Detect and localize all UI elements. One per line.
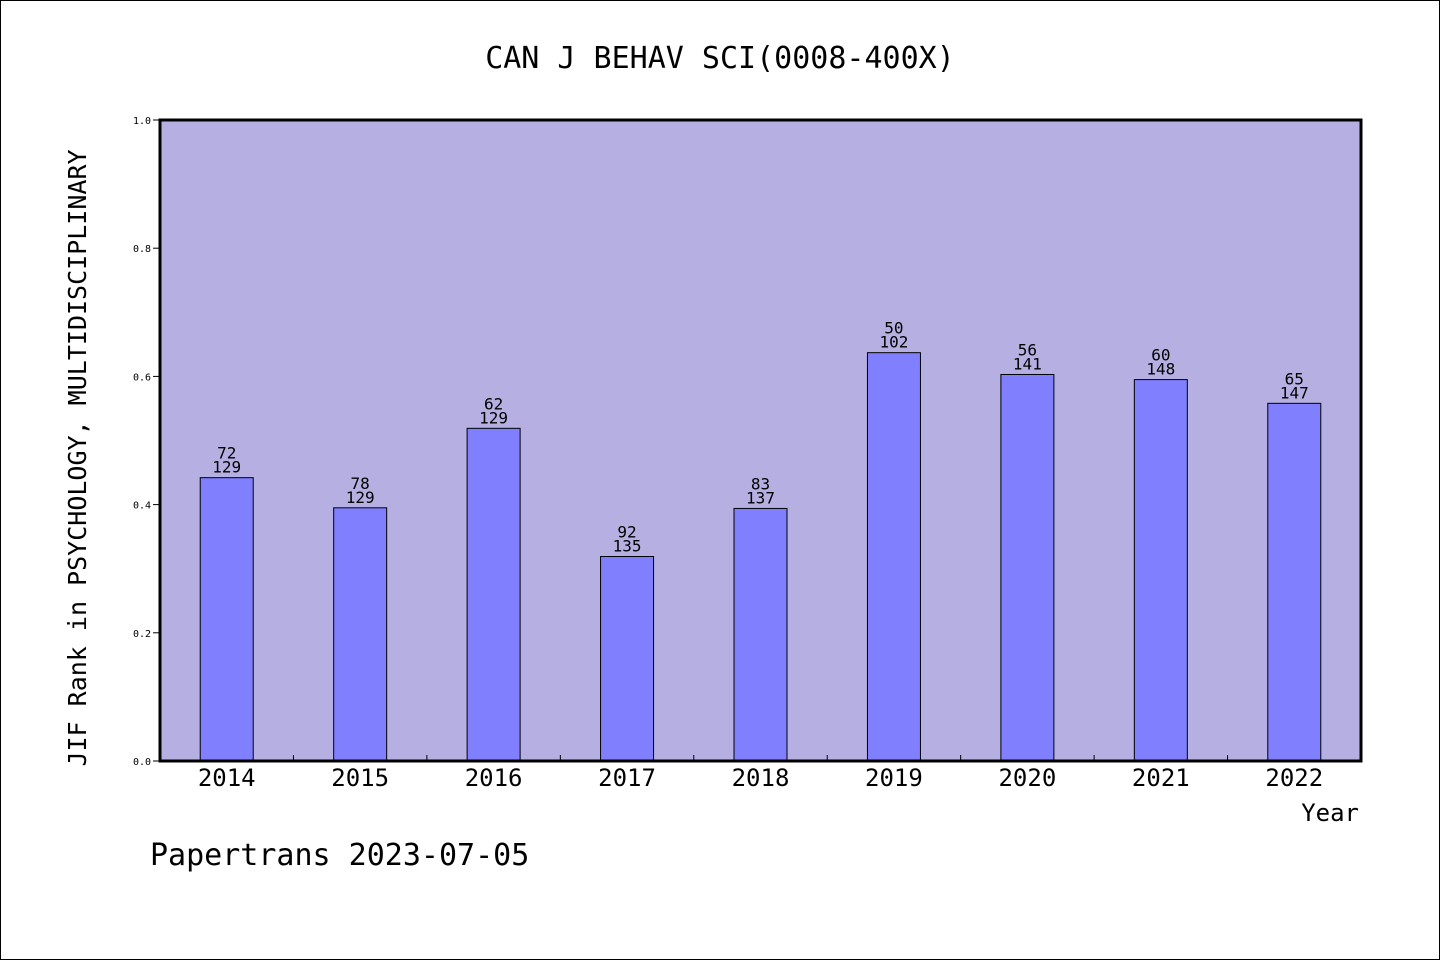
bar-2017 [600, 556, 655, 762]
bar-2022 [1267, 402, 1322, 762]
y-axis-title: JIF Rank in PSYCHOLOGY, MULTIDISCIPLINAR… [63, 149, 92, 766]
rank-label-2014: 72 [217, 444, 236, 463]
total-label-2016: 129 [479, 408, 508, 427]
total-label-2019: 102 [879, 333, 908, 352]
y-tick-label: 0.4 [133, 501, 151, 512]
bar-2021 [1133, 379, 1188, 762]
bar-2015 [333, 507, 388, 762]
bar-2018 [733, 507, 788, 762]
x-tick-label-2015: 2015 [331, 764, 389, 792]
x-tick-label-2022: 2022 [1265, 764, 1323, 792]
y-tick-label: 0.2 [133, 629, 151, 640]
y-tick-label: 0.6 [133, 372, 151, 383]
rank-label-2015: 78 [351, 474, 370, 493]
y-tick-label: 1.0 [133, 116, 151, 127]
rank-label-2022: 65 [1285, 369, 1304, 388]
bar-2016 [466, 427, 521, 762]
x-tick-label-2018: 2018 [732, 764, 790, 792]
x-tick-label-2017: 2017 [598, 764, 656, 792]
rank-label-2019: 50 [884, 319, 903, 338]
chart-title: CAN J BEHAV SCI(0008-400X) [485, 41, 955, 76]
plot-border [158, 118, 1363, 763]
rank-label-2016: 62 [484, 394, 503, 413]
x-axis-title: Year [1301, 799, 1359, 827]
rank-label-2020: 56 [1018, 340, 1037, 359]
total-label-2021: 148 [1146, 360, 1175, 379]
x-tick-label-2021: 2021 [1132, 764, 1190, 792]
total-label-2015: 129 [346, 488, 375, 507]
bar-2014 [199, 477, 254, 762]
bar-2020 [1000, 373, 1055, 762]
y-axis: 0.0 0.2 0.4 0.6 0.8 1.0 [133, 116, 160, 768]
total-label-2014: 129 [212, 458, 241, 477]
x-tick-label-2019: 2019 [865, 764, 923, 792]
y-tick-label: 0.0 [133, 757, 151, 768]
x-tick-label-2016: 2016 [465, 764, 523, 792]
total-label-2020: 141 [1013, 354, 1042, 373]
total-label-2018: 137 [746, 488, 775, 507]
total-label-2022: 147 [1280, 383, 1309, 402]
total-label-2017: 135 [613, 537, 642, 556]
x-tick-label-2020: 2020 [998, 764, 1056, 792]
rank-label-2017: 92 [617, 523, 636, 542]
rank-label-2018: 83 [751, 474, 770, 493]
footer-watermark-text: Papertrans 2023-07-05 [150, 838, 529, 873]
rank-label-2021: 60 [1151, 346, 1170, 365]
bars-group [199, 352, 1322, 762]
x-axis: 2014 2015 2016 2017 2018 2019 2020 2021 2022 [198, 755, 1323, 792]
x-tick-label-2014: 2014 [198, 764, 256, 792]
bar-2019 [866, 352, 921, 762]
y-tick-label: 0.8 [133, 244, 151, 255]
